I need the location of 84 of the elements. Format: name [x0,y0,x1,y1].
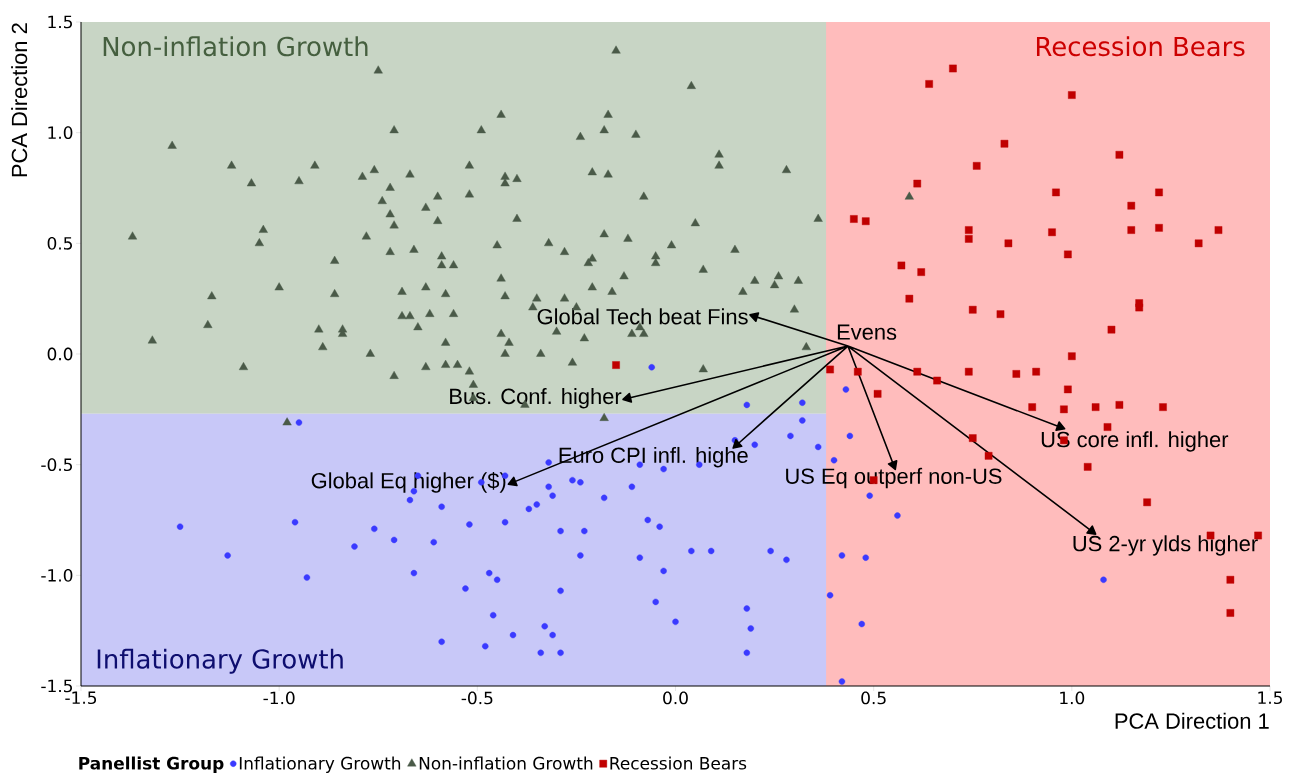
point [1127,201,1136,210]
point [507,476,518,487]
point [913,179,922,188]
legend-label: Inflationary Growth [239,756,401,773]
point [1052,188,1060,197]
point [925,80,933,88]
point [1159,403,1167,411]
band-label: Inflationary Growth [97,648,343,674]
point [968,306,977,314]
point [1103,423,1112,431]
point [964,367,973,376]
point [1226,609,1235,617]
point [933,376,941,385]
point [1068,352,1076,361]
point [1155,224,1163,232]
point [1115,401,1124,409]
point [1032,367,1040,376]
legend-label: Recession Bears [610,756,747,770]
band-label: Non-inflation Growth [103,36,368,57]
point [917,268,926,276]
point [968,434,977,442]
y-tick-label: 1.5 [48,15,72,29]
point [1091,403,1100,411]
point [1028,403,1036,411]
annotation: US 2-yr ylds higher [1073,535,1258,556]
point [1115,151,1124,159]
annotation: US Eq outperf non-US [786,467,1002,489]
point [964,235,973,243]
point [1155,188,1163,197]
point [1127,226,1136,234]
point [622,392,633,403]
legend-title: Panellist Group [79,756,224,773]
point [1143,498,1151,507]
annotation: Evens [837,324,897,340]
point [873,390,882,398]
point [826,365,834,374]
point [1000,140,1009,148]
point [1060,405,1068,414]
point [1064,250,1072,259]
point [1048,228,1056,237]
x-tick-label: -1.5 [65,691,97,705]
y-axis-title: PCA Direction 2 [11,23,28,177]
point [1194,239,1203,248]
point [964,226,973,234]
point [1086,525,1097,535]
point [984,452,993,460]
point [1064,385,1072,394]
point [897,261,906,270]
point [905,294,914,303]
point [861,217,870,226]
point [749,312,760,323]
point [850,215,858,223]
point [1004,239,1013,248]
annotation: Global Tech beat Fins [537,308,748,325]
point [1068,91,1076,99]
point [1055,421,1066,432]
y-tick-label: -0.5 [41,458,72,472]
y-tick-label: 1.0 [48,126,73,140]
x-tick-label: 0.5 [861,691,886,705]
point [612,361,620,369]
band-label: Recession Bears [1036,36,1245,57]
y-tick-label: -1.0 [41,568,73,582]
x-tick-label: -1.0 [263,691,295,705]
annotation: Bus. Conf. higher [450,388,622,409]
point [1226,576,1235,584]
point [1135,303,1143,312]
point [1083,463,1092,471]
point [1012,370,1021,378]
legend-label: Non-inflation Growth [419,756,593,770]
point [1214,226,1223,234]
y-tick-label: 0.5 [47,236,72,250]
point [949,64,957,73]
x-tick-label: 0.0 [663,691,688,705]
x-tick-label: 1.0 [1060,691,1085,705]
x-tick-label: -0.5 [461,691,493,705]
x-tick-label: 1.5 [1258,691,1282,705]
point [972,162,981,170]
x-axis-title: PCA Direction 1 [1115,712,1269,729]
point [1107,325,1116,334]
point [854,367,862,376]
point [996,310,1005,319]
point [913,367,922,376]
y-tick-label: 0.0 [47,347,73,361]
y-tick-label: -1.5 [41,679,72,693]
